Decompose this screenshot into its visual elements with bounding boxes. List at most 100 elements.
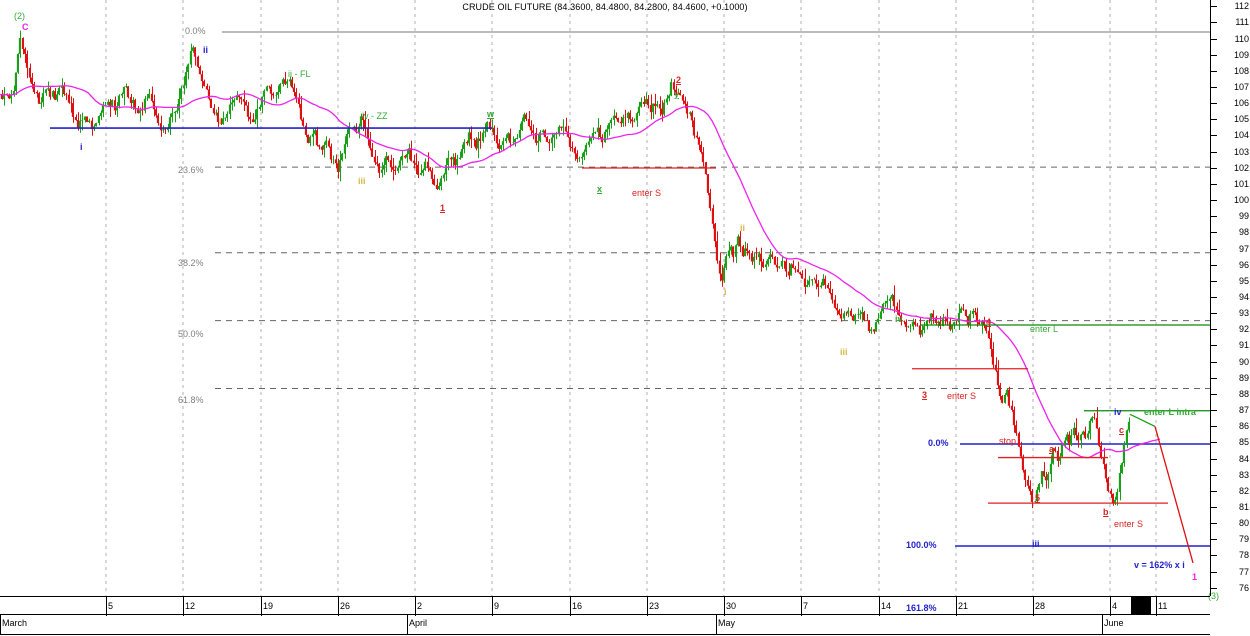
date-axis[interactable]: 5 12 19 26 2 9 16 23 30 7 14 21 28 4 11 March April May J…: [0, 596, 1250, 636]
price-tick-label: 110: [1234, 33, 1249, 44]
date-tick-label: 21: [958, 601, 969, 611]
chart-annotation-label: a: [1049, 444, 1055, 454]
price-chart-canvas[interactable]: [0, 0, 1210, 596]
price-tick-mark: [1211, 119, 1217, 121]
price-tick-label: 77: [1238, 566, 1249, 577]
price-tick-label: 92: [1238, 324, 1249, 335]
date-separator: [724, 597, 725, 616]
price-tick-mark: [1211, 571, 1217, 573]
price-tick-mark: [1211, 539, 1217, 541]
date-tick-label: 5: [108, 601, 114, 611]
chart-annotation-label: iii: [1032, 539, 1040, 549]
price-tick-label: 80: [1238, 518, 1249, 529]
chart-annotation-label: ii - FL: [288, 69, 311, 79]
date-separator: [956, 597, 957, 616]
fib-level-label: 0.0%: [185, 26, 206, 36]
chart-annotation-label: enter S: [632, 188, 662, 198]
price-tick-mark: [1211, 280, 1217, 282]
month-tick-label: June: [1104, 618, 1124, 628]
date-separator: [801, 597, 802, 616]
price-tick-mark: [1211, 474, 1217, 476]
price-axis[interactable]: 112 111 110 109 108 107 106 105 104 103 102 101 100 9…: [1210, 0, 1250, 596]
price-tick-label: 100: [1233, 195, 1249, 206]
date-separator: [1110, 597, 1111, 616]
chart-annotation-label: 2: [676, 75, 682, 85]
price-tick-mark: [1211, 490, 1217, 492]
price-tick-label: 112: [1234, 1, 1249, 12]
date-separator: [647, 597, 648, 616]
price-tick-label: 90: [1238, 356, 1249, 367]
price-tick-mark: [1211, 200, 1217, 202]
chart-annotation-label: ii: [740, 223, 746, 233]
price-tick-label: 93: [1238, 308, 1249, 319]
fib-level-label: 23.6%: [178, 165, 204, 175]
price-tick-label: 83: [1238, 469, 1249, 480]
price-tick-mark: [1211, 22, 1217, 24]
price-tick-mark: [1211, 458, 1217, 460]
price-tick-label: 95: [1238, 275, 1249, 286]
chart-annotation-label: iv: [1114, 407, 1122, 417]
chart-annotation-label: enter S: [1114, 519, 1144, 529]
price-tick-label: 101: [1233, 178, 1249, 189]
candlestick-series[interactable]: [0, 30, 1130, 509]
moving-average-line: [0, 85, 1161, 459]
price-tick-label: 84: [1238, 453, 1249, 464]
price-tick-label: 108: [1233, 65, 1249, 76]
date-tick-label: 7: [803, 601, 809, 611]
price-tick-mark: [1211, 87, 1217, 89]
price-tick-mark: [1211, 377, 1217, 379]
date-separator: [261, 597, 262, 616]
month-tick-label: March: [2, 618, 28, 628]
month-tick-label: April: [409, 618, 428, 628]
date-tick-label: 12: [185, 601, 196, 611]
price-tick-mark: [1211, 6, 1217, 8]
chart-annotation-label: 3: [922, 390, 928, 400]
price-tick-label: 81: [1238, 501, 1249, 512]
price-tick-mark: [1211, 151, 1217, 153]
price-tick-label: 86: [1238, 421, 1249, 432]
chart-annotation-label: ii: [203, 45, 209, 55]
price-tick-mark: [1211, 555, 1217, 557]
price-tick-label: 107: [1233, 82, 1249, 93]
price-tick-label: 85: [1238, 437, 1249, 448]
price-tick-mark: [1211, 442, 1217, 444]
fib-level-label: 61.8%: [178, 395, 204, 405]
price-tick-label: 94: [1238, 292, 1249, 302]
price-tick-mark: [1211, 103, 1217, 105]
chart-annotation-label: 5: [1035, 493, 1041, 503]
price-tick-mark: [1211, 167, 1217, 169]
projection-leg-up: [1129, 413, 1156, 427]
month-tick-row: March April May June: [0, 615, 1210, 635]
chart-title: CRUDE OIL FUTURE (84.3600, 84.4800, 84.2…: [462, 2, 748, 12]
price-tick-mark: [1211, 329, 1217, 331]
price-tick-label: 109: [1233, 49, 1249, 60]
date-tick-label: 4: [1112, 601, 1118, 611]
month-tick-label: May: [718, 618, 736, 628]
chart-annotation-label: iii: [358, 176, 366, 186]
chart-annotation-label: c: [1119, 425, 1125, 435]
date-separator: [415, 597, 416, 616]
price-tick-label: 97: [1238, 243, 1249, 254]
price-tick-mark: [1211, 183, 1217, 185]
chart-annotation-label: i: [219, 116, 222, 126]
price-tick-mark: [1211, 410, 1217, 412]
price-tick-label: 91: [1238, 340, 1249, 351]
chart-annotation-label: enter L intra: [1144, 407, 1196, 417]
chart-annotation-label: w: [487, 109, 495, 119]
fib-projection-label: 0.0%: [928, 438, 949, 448]
chart-annotation-label: v = 162% x i: [1134, 560, 1185, 570]
date-separator: [879, 597, 880, 616]
chart-plot-area[interactable]: 0.0% 23.6% 38.2% 50.0% 61.8% 0.0% 100.0% 161.8…: [0, 0, 1219, 613]
date-separator: [1156, 597, 1157, 616]
price-tick-label: 102: [1233, 162, 1249, 173]
date-tick-label: 2: [417, 601, 423, 611]
chart-annotation-label: (2): [14, 11, 25, 21]
month-separator: [1102, 615, 1103, 635]
date-separator: [1033, 597, 1034, 616]
price-tick-mark: [1211, 216, 1217, 218]
date-separator: [492, 597, 493, 616]
price-tick-mark: [1211, 587, 1217, 589]
price-tick-label: 103: [1233, 146, 1249, 157]
price-tick-mark: [1211, 426, 1217, 428]
price-tick-label: 82: [1238, 485, 1249, 496]
